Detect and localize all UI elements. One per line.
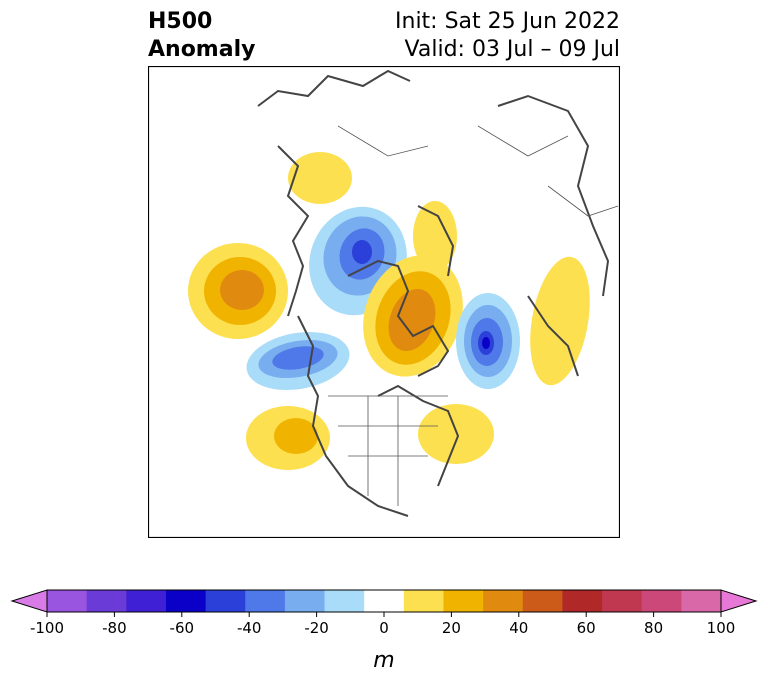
colorbar-segment <box>324 590 365 612</box>
colorbar-segment <box>165 590 207 612</box>
anomaly-field <box>188 152 590 470</box>
anomaly-map <box>148 66 620 538</box>
colorbar-segment <box>205 590 246 612</box>
colorbar-segment <box>364 590 405 612</box>
colorbar-tick-label: 0 <box>379 619 389 637</box>
colorbar-segment <box>562 590 603 612</box>
colorbar-segments <box>47 590 722 612</box>
extend-right-arrow <box>720 589 758 613</box>
map-frame <box>148 66 620 538</box>
country-borders <box>328 125 619 506</box>
colorbar-tick-label: -100 <box>30 619 64 637</box>
colorbar-tick-label: 60 <box>577 619 596 637</box>
title-valid: Valid: 03 Jul – 09 Jul <box>404 37 620 62</box>
coastlines <box>257 69 610 517</box>
colorbar-tick-label: -80 <box>102 619 127 637</box>
extend-left-arrow <box>10 589 48 613</box>
colorbar-tick-label: 80 <box>644 619 663 637</box>
title-left: H500 Anomaly <box>148 8 255 64</box>
colorbar-segment <box>602 590 643 612</box>
colorbar-tick-label: 100 <box>707 619 736 637</box>
colorbar-tick-label: -40 <box>237 619 262 637</box>
colorbar-segment <box>284 590 326 612</box>
title-anomaly: Anomaly <box>148 37 256 62</box>
colorbar-ticks: -100 -80 -60 -40 -20 0 20 40 60 80 100 <box>30 612 735 637</box>
colorbar: -100 -80 -60 -40 -20 0 20 40 60 80 100 m <box>10 589 758 673</box>
colorbar-segment <box>403 590 444 612</box>
colorbar-segment <box>245 590 286 612</box>
colorbar-unit-label: m <box>373 648 394 673</box>
colorbar-tick-label: 20 <box>442 619 461 637</box>
colorbar-segment <box>681 590 722 612</box>
colorbar-segment <box>47 590 88 612</box>
colorbar-segment <box>443 590 484 612</box>
colorbar-segment <box>641 590 682 612</box>
colorbar-tick-label: -60 <box>170 619 195 637</box>
title-variable: H500 <box>148 9 213 34</box>
colorbar-tick-label: -20 <box>304 619 329 637</box>
colorbar-segment <box>86 590 127 612</box>
title-right: Init: Sat 25 Jun 2022 Valid: 03 Jul – 09… <box>395 8 620 64</box>
colorbar-segment <box>483 590 524 612</box>
colorbar-tick-label: 40 <box>509 619 528 637</box>
title-init: Init: Sat 25 Jun 2022 <box>395 9 620 34</box>
colorbar-segment <box>522 590 563 612</box>
colorbar-segment <box>126 590 167 612</box>
